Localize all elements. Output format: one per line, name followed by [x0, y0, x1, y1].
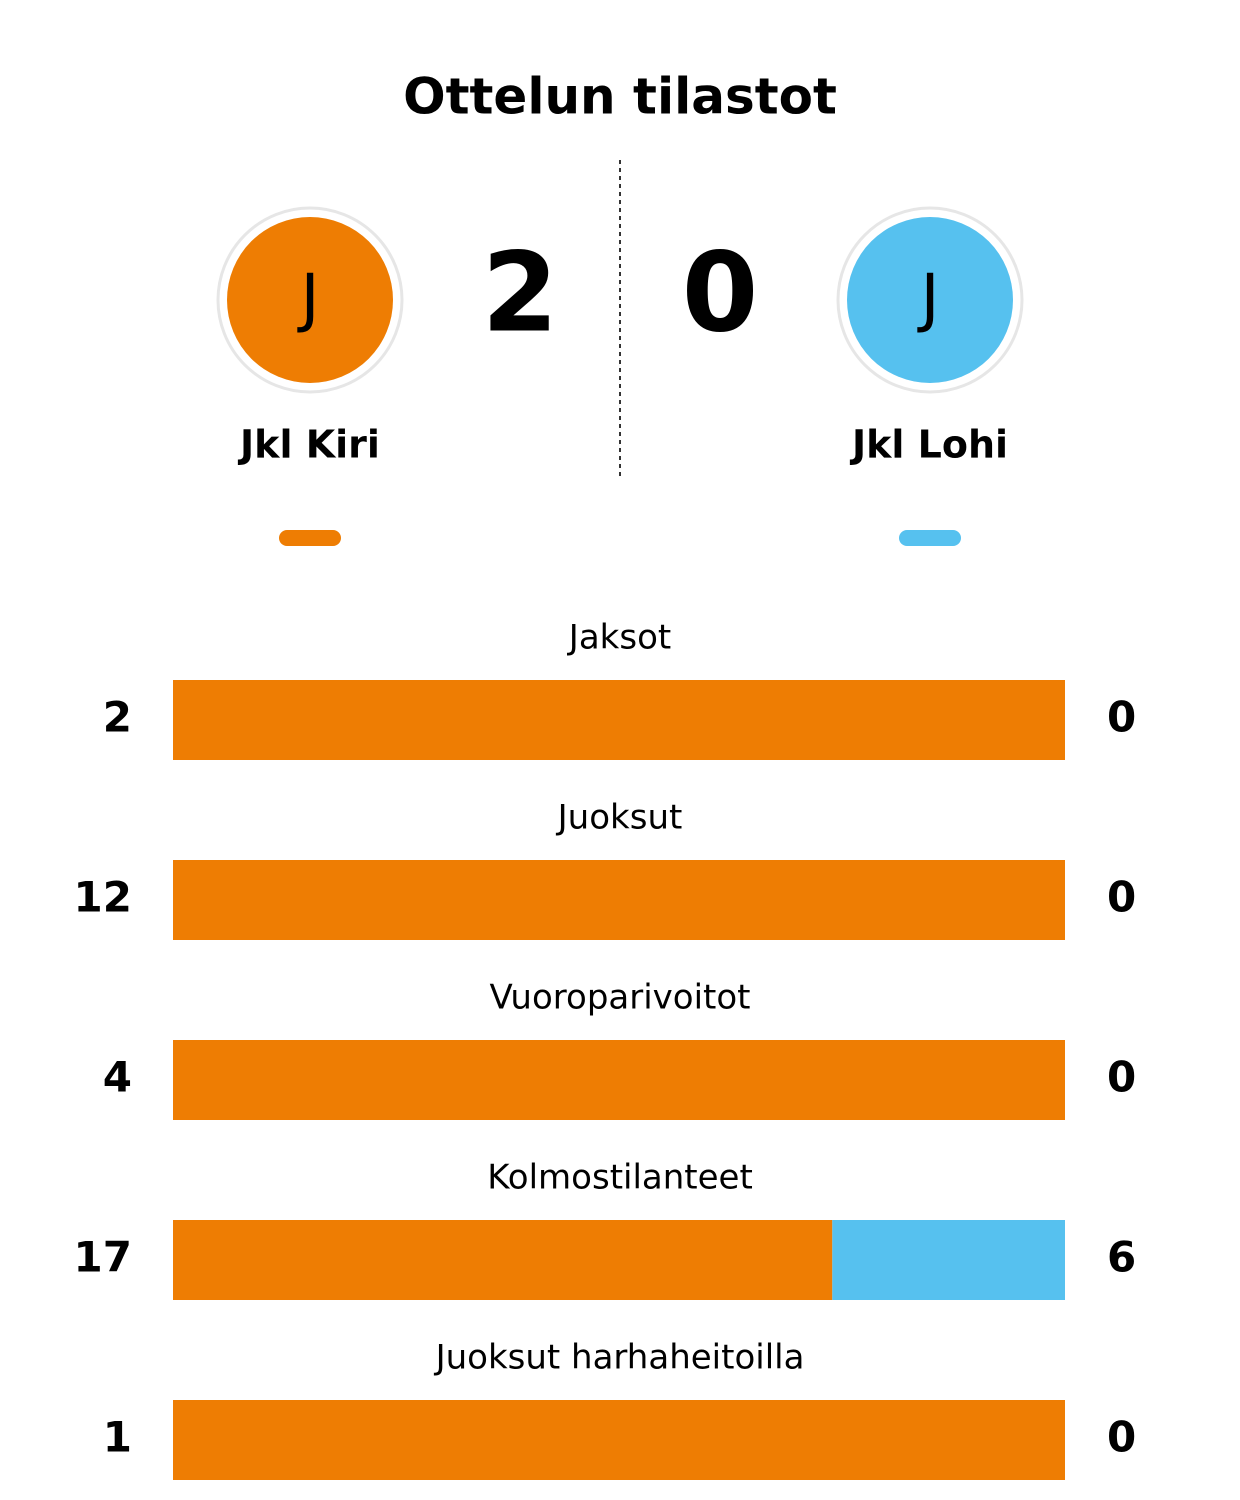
title: Ottelun tilastot — [403, 68, 837, 126]
stat-label: Juoksut harhaheitoilla — [434, 1338, 805, 1378]
away-value: 0 — [1107, 873, 1136, 922]
away-value: 0 — [1107, 1053, 1136, 1102]
away-value: 6 — [1107, 1233, 1136, 1282]
home-value: 2 — [103, 693, 132, 742]
team-name: Jkl Lohi — [849, 423, 1008, 467]
team-initial: J — [297, 262, 320, 336]
team-name: Jkl Kiri — [237, 423, 380, 467]
stat-label: Vuoroparivoitot — [489, 978, 750, 1018]
team-score: 2 — [482, 228, 559, 356]
home-value: 1 — [103, 1413, 132, 1462]
home-value: 12 — [74, 873, 132, 922]
stat-label: Kolmostilanteet — [487, 1158, 753, 1198]
away-value: 0 — [1107, 693, 1136, 742]
team-logo — [227, 217, 393, 383]
stat-label: Jaksot — [567, 618, 671, 658]
away-bar — [832, 1220, 1065, 1300]
team-initial: J — [917, 262, 940, 336]
team-score: 0 — [682, 228, 759, 356]
home-bar — [173, 1400, 1065, 1480]
away-value: 0 — [1107, 1413, 1136, 1462]
legend-pill — [279, 530, 341, 546]
team-logo — [847, 217, 1013, 383]
home-bar — [173, 860, 1065, 940]
home-bar — [173, 680, 1065, 760]
home-value: 4 — [103, 1053, 132, 1102]
home-value: 17 — [74, 1233, 132, 1282]
legend-pill — [899, 530, 961, 546]
stat-label: Juoksut — [556, 798, 683, 838]
home-bar — [173, 1040, 1065, 1120]
home-bar — [173, 1220, 833, 1300]
